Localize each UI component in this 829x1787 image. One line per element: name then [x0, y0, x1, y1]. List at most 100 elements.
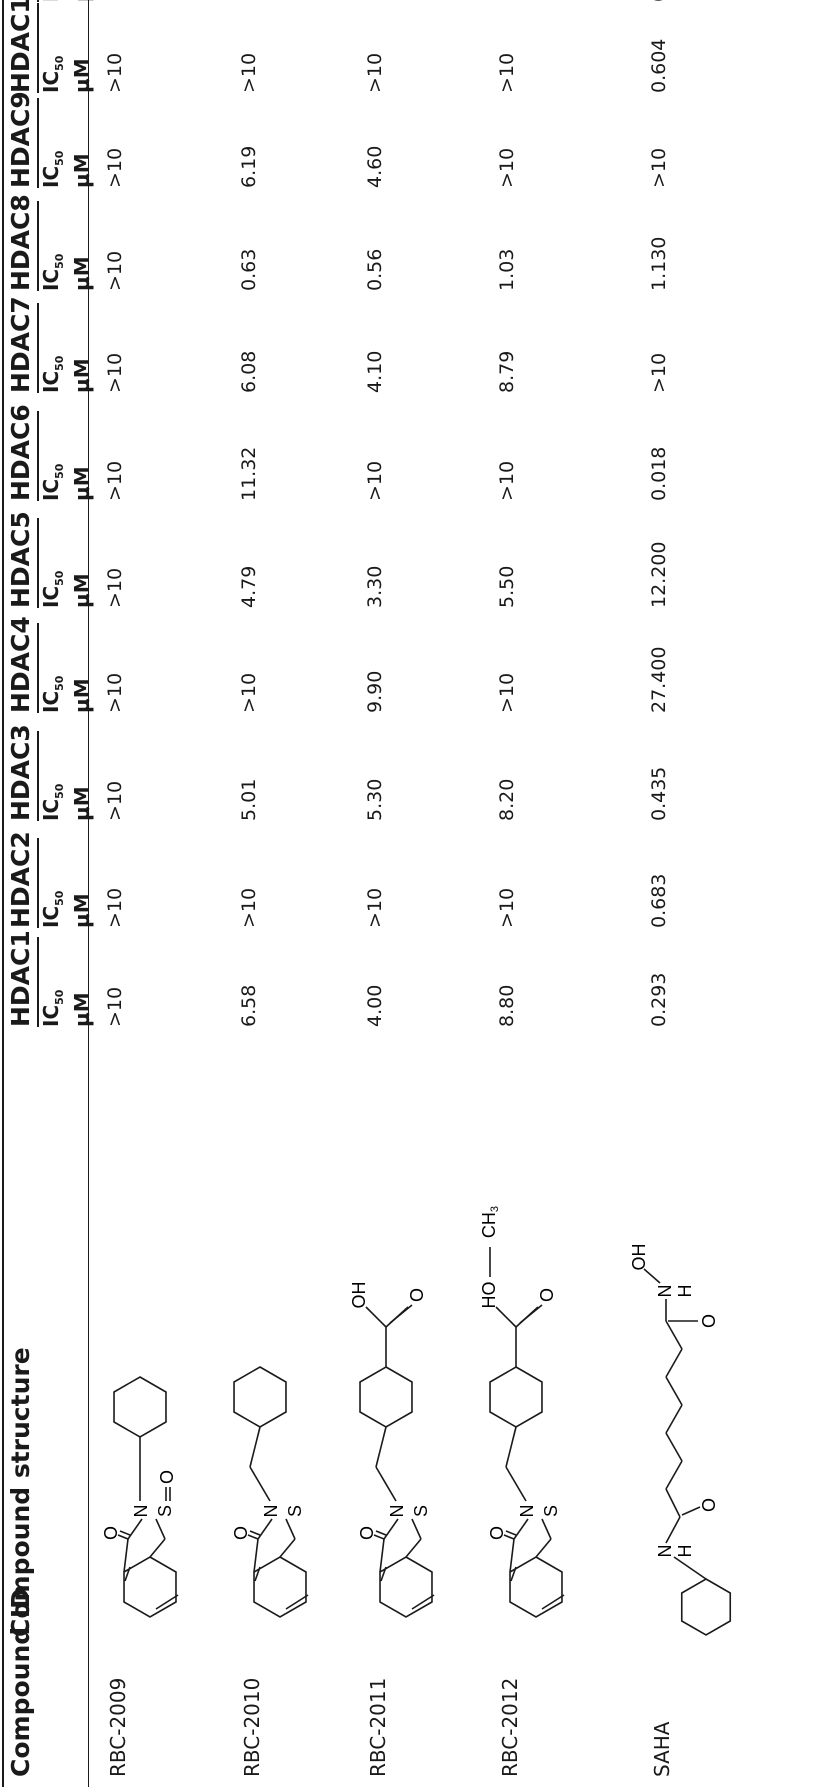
header-hdac7: HDAC7	[6, 296, 35, 393]
compound-id-cell: RBC-2012	[498, 1677, 522, 1777]
bond	[127, 1518, 143, 1540]
ic50-value-cell: 0.604	[648, 38, 670, 93]
unit-label: µM	[70, 573, 94, 608]
bond	[513, 1518, 529, 1540]
phenyl-ring	[233, 1366, 287, 1428]
bond	[673, 1556, 707, 1580]
ic50-value-cell: 0.683	[648, 873, 670, 928]
unit-label: µM	[70, 0, 94, 2]
ic50-value-cell: >10	[104, 460, 126, 501]
ic50-value-cell: >10	[104, 780, 126, 821]
ic50-value-cell: >10	[104, 986, 126, 1027]
oxygen-label: O	[537, 1288, 557, 1302]
ic50-value-cell: >10	[238, 52, 260, 93]
compound-id-cell: RBC-2010	[240, 1677, 264, 1777]
ic50-value-cell: >10	[364, 52, 386, 93]
ic50-label: IC	[39, 370, 63, 393]
compound-structure-1: ON SO	[101, 1376, 179, 1618]
sulfur-label: S	[285, 1505, 305, 1517]
ic50-value-cell: 4.00	[364, 984, 386, 1027]
compound-id-cell: RBC-2009	[106, 1677, 130, 1777]
header-hdac8: HDAC8	[6, 194, 35, 291]
ic50-value-cell: >10	[648, 147, 670, 188]
bond	[247, 1534, 259, 1540]
ic50-label: IC	[39, 798, 63, 821]
ic50-value-cell: 0.435	[648, 766, 670, 821]
bond	[373, 1534, 385, 1540]
ic50-value-cell: >10	[104, 887, 126, 928]
bond	[149, 1538, 166, 1558]
oxygen-label: O	[101, 1526, 121, 1540]
ic50-value-cell: 0.63	[238, 248, 260, 291]
ic50-value-cell: >10	[364, 460, 386, 501]
bond	[249, 1426, 261, 1468]
ic50-value-cell: 0.293	[648, 972, 670, 1027]
bond	[681, 1506, 701, 1516]
ic50-value-cell: >10	[104, 52, 126, 93]
bond	[665, 1404, 683, 1434]
hydrogen-label: H	[675, 1285, 695, 1298]
ic50-value-cell: 11.32	[238, 446, 260, 501]
bond	[383, 1518, 399, 1540]
compound-id-cell: SAHA	[650, 1721, 674, 1777]
bond	[505, 1426, 517, 1468]
header-hdac2: HDAC2	[6, 831, 35, 928]
oxygen-label: O	[157, 1470, 177, 1484]
header-hdac9: HDAC9	[6, 91, 35, 188]
bond	[257, 1518, 273, 1540]
unit-label: µM	[70, 256, 94, 291]
bond	[155, 1518, 166, 1540]
ic50-value-cell: >10	[648, 352, 670, 393]
methyl-label-subscript: 3	[489, 1206, 501, 1212]
ic50-value-cell: 6.08	[238, 350, 260, 393]
ic50-subscript: 50	[53, 675, 66, 691]
header-hdac1: HDAC1	[6, 930, 35, 1027]
bond	[505, 1530, 517, 1536]
bond	[505, 1466, 527, 1502]
bond	[495, 1306, 517, 1328]
nitrogen-label: N	[261, 1505, 281, 1518]
ic50-value-cell: 6.58	[238, 984, 260, 1027]
bond	[541, 1594, 565, 1610]
ic50-value-cell: 6.19	[238, 145, 260, 188]
bond	[405, 1538, 422, 1558]
ic50-subscript: 50	[53, 570, 66, 586]
ic50-value-cell: 4.10	[364, 350, 386, 393]
ic50-value-cell: >10	[364, 0, 386, 2]
ic50-value-cell: 8.80	[496, 984, 518, 1027]
ic50-value-cell: >10	[364, 887, 386, 928]
unit-label: µM	[70, 466, 94, 501]
ic50-value-cell: 0.56	[364, 248, 386, 291]
bond	[155, 1594, 179, 1610]
bond	[379, 1538, 385, 1573]
ic50-value-cell: >10	[238, 672, 260, 713]
ic50-value-cell: >10	[104, 672, 126, 713]
ic50-label: IC	[39, 0, 63, 2]
ic50-value-cell: 1.03	[496, 248, 518, 291]
benzene-ring	[509, 1556, 563, 1618]
ic50-value-cell: >10	[496, 887, 518, 928]
phenyl-ring	[680, 1578, 732, 1636]
bond	[117, 1534, 129, 1540]
oxygen-label: O	[487, 1526, 507, 1540]
ic50-value-cell: >10	[104, 352, 126, 393]
ic50-label: IC	[39, 585, 63, 608]
unit-label: µM	[70, 893, 94, 928]
top-rule	[2, 0, 4, 1787]
oxygen-label: O	[357, 1526, 377, 1540]
ic50-value-cell: >10	[238, 887, 260, 928]
bond	[249, 1466, 271, 1502]
bond	[375, 1530, 387, 1536]
ic50-value-cell: >10	[104, 147, 126, 188]
ic50-value-cell: 5.01	[238, 778, 260, 821]
hydroxyl-label: OH	[349, 1282, 369, 1309]
unit-label: µM	[70, 58, 94, 93]
ic50-value-cell: >10	[496, 672, 518, 713]
unit-label: µM	[70, 358, 94, 393]
